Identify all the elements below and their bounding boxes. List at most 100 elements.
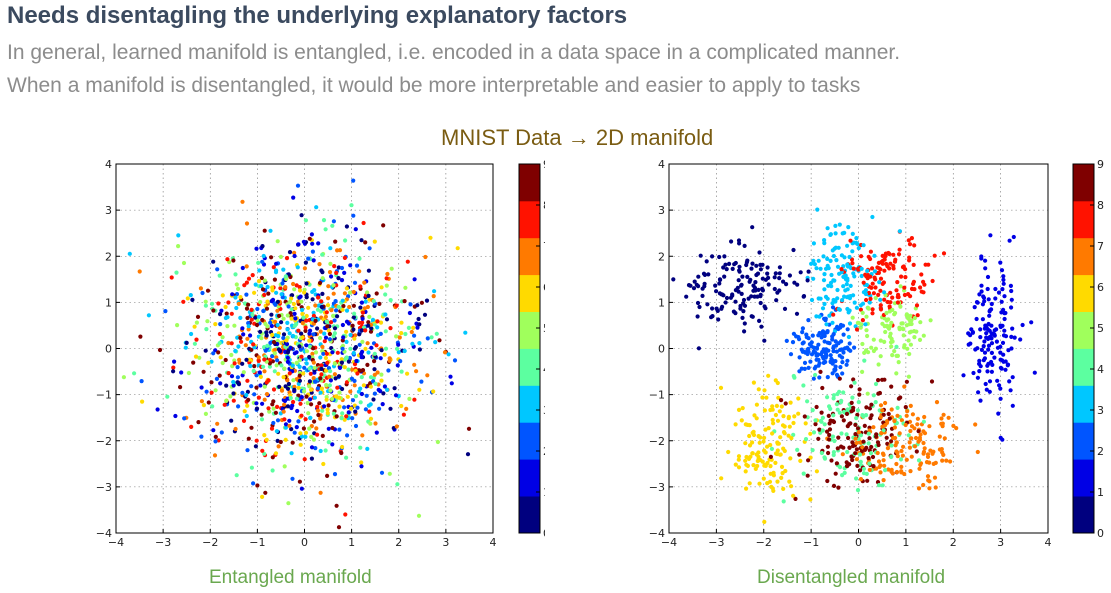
data-point-digit-4 — [842, 470, 847, 475]
data-point-digit-1 — [1002, 316, 1007, 322]
data-point-digit-9 — [877, 390, 883, 396]
data-point-digit-5 — [197, 355, 202, 360]
data-point-digit-0 — [705, 302, 710, 307]
data-point-digit-3 — [825, 256, 830, 261]
data-point-digit-9 — [816, 436, 821, 441]
data-point-digit-3 — [818, 266, 823, 271]
data-point-digit-1 — [985, 327, 991, 332]
data-point-digit-9 — [779, 398, 784, 403]
data-point-digit-9 — [904, 379, 910, 384]
data-point-digit-6 — [781, 430, 787, 435]
data-point-digit-9 — [245, 315, 250, 321]
data-point-digit-7 — [921, 440, 926, 446]
data-point-digit-9 — [846, 435, 851, 441]
data-point-digit-7 — [394, 424, 399, 429]
data-point-digit-0 — [737, 268, 742, 273]
data-point-digit-0 — [715, 308, 720, 313]
data-point-digit-6 — [363, 346, 368, 351]
data-point-digit-3 — [848, 283, 853, 288]
data-point-digit-3 — [283, 425, 288, 430]
data-point-digit-8 — [868, 256, 873, 262]
data-point-digit-3 — [821, 254, 826, 259]
data-point-digit-5 — [864, 328, 869, 333]
data-point-digit-1 — [993, 286, 998, 292]
data-point-digit-6 — [751, 463, 756, 468]
data-point-digit-2 — [823, 318, 828, 323]
data-point-digit-0 — [730, 293, 735, 298]
colorbar-tick-label: 0 — [1097, 527, 1104, 540]
x-tick-label: 1 — [902, 536, 909, 549]
data-point-digit-3 — [366, 350, 371, 355]
data-point-digit-2 — [831, 332, 836, 337]
data-point-digit-5 — [887, 334, 893, 339]
data-point-digit-2 — [802, 360, 808, 365]
data-point-digit-0 — [353, 409, 358, 414]
data-point-digit-6 — [733, 462, 738, 467]
data-point-digit-5 — [347, 290, 353, 295]
data-point-digit-6 — [755, 463, 760, 469]
data-point-digit-0 — [791, 247, 796, 253]
data-point-digit-0 — [281, 332, 287, 337]
data-point-digit-2 — [797, 337, 802, 342]
data-point-digit-8 — [878, 306, 884, 311]
data-point-digit-7 — [883, 400, 888, 406]
data-point-digit-7 — [904, 413, 909, 418]
data-point-digit-8 — [888, 290, 893, 295]
data-point-digit-2 — [363, 407, 368, 412]
data-point-digit-4 — [813, 372, 818, 378]
data-point-digit-3 — [846, 334, 852, 340]
data-point-digit-6 — [718, 385, 724, 390]
data-point-digit-0 — [353, 345, 358, 350]
data-point-digit-7 — [903, 422, 908, 428]
data-point-digit-4 — [323, 448, 328, 453]
data-point-digit-8 — [914, 303, 920, 308]
data-point-digit-1 — [985, 286, 990, 292]
data-point-digit-8 — [859, 254, 864, 259]
data-point-digit-0 — [729, 239, 734, 244]
data-point-digit-1 — [980, 317, 986, 322]
data-point-digit-9 — [880, 377, 885, 382]
data-point-digit-5 — [394, 334, 399, 339]
data-point-digit-5 — [865, 305, 871, 310]
data-point-digit-3 — [417, 341, 422, 346]
data-point-digit-1 — [998, 260, 1003, 265]
data-point-digit-7 — [916, 439, 921, 444]
data-point-digit-4 — [820, 415, 826, 420]
data-point-digit-6 — [747, 481, 752, 486]
colorbar-tick-label: 6 — [1097, 281, 1104, 294]
data-point-digit-1 — [966, 331, 971, 336]
data-point-digit-1 — [979, 289, 984, 294]
data-point-digit-6 — [773, 451, 779, 456]
data-point-digit-1 — [1000, 340, 1006, 345]
data-point-digit-0 — [795, 282, 800, 287]
data-point-digit-1 — [1032, 370, 1037, 375]
data-point-digit-0 — [754, 272, 759, 278]
data-point-digit-9 — [849, 400, 854, 405]
data-point-digit-7 — [912, 444, 918, 449]
colorbar-segment — [1073, 200, 1094, 239]
data-point-digit-2 — [807, 342, 813, 347]
data-point-digit-6 — [787, 424, 792, 429]
data-point-digit-2 — [830, 337, 835, 342]
data-point-digit-5 — [904, 313, 909, 318]
data-point-digit-3 — [837, 271, 842, 276]
data-point-digit-8 — [896, 252, 902, 257]
data-point-digit-1 — [1011, 234, 1016, 240]
data-point-digit-6 — [775, 380, 780, 386]
data-point-digit-2 — [270, 354, 275, 359]
data-point-digit-3 — [865, 268, 870, 273]
data-point-digit-3 — [846, 225, 851, 230]
data-point-digit-7 — [310, 351, 315, 356]
data-point-digit-8 — [229, 311, 234, 316]
data-point-digit-0 — [754, 263, 759, 268]
data-point-digit-5 — [360, 339, 365, 344]
data-point-digit-2 — [377, 406, 382, 411]
data-point-digit-0 — [319, 304, 324, 310]
data-point-digit-6 — [808, 497, 813, 502]
data-point-digit-4 — [272, 369, 277, 374]
data-point-digit-1 — [269, 323, 274, 329]
data-point-digit-4 — [270, 468, 275, 473]
data-point-digit-6 — [789, 436, 794, 441]
data-point-digit-7 — [327, 374, 332, 379]
data-point-digit-0 — [285, 404, 291, 409]
